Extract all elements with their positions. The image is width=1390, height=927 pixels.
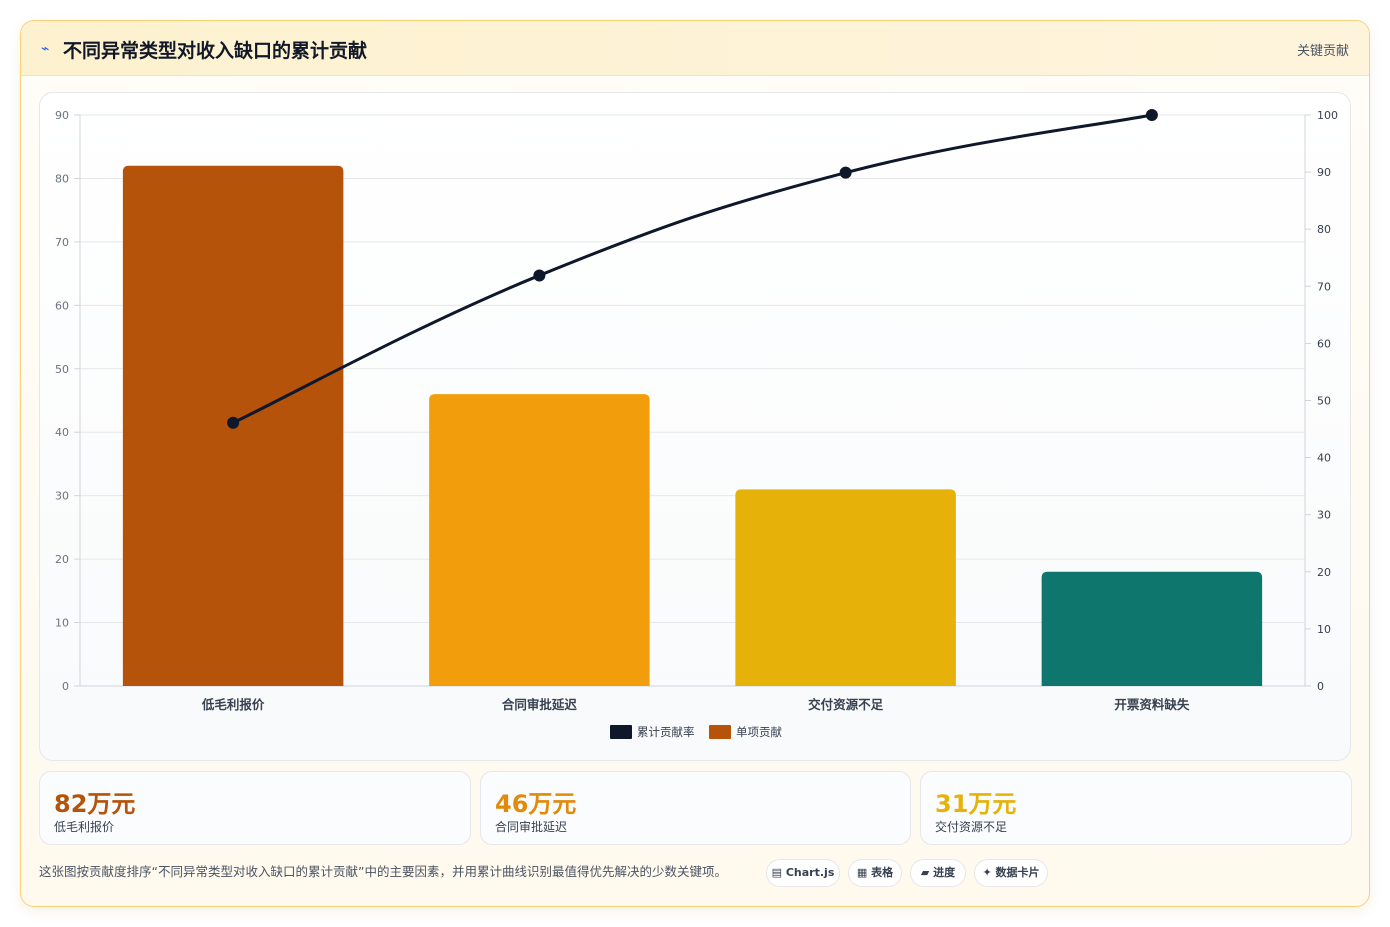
legend-swatch: [709, 725, 731, 739]
y-left-tick-label: 60: [55, 299, 69, 312]
kpi-card-3: 31万元 交付资源不足: [920, 771, 1352, 845]
y-right-tick-label: 100: [1317, 109, 1338, 122]
cumulative-point: [1145, 109, 1158, 121]
y-left-tick-label: 20: [55, 553, 69, 566]
card-header: ⌁ 不同异常类型对收入缺口的累计贡献 关键贡献: [21, 21, 1369, 76]
legend-label: 单项贡献: [736, 725, 782, 739]
sparkle-icon: ✦: [982, 866, 992, 879]
chip-chartjs[interactable]: ▤ Chart.js: [766, 859, 840, 887]
kpi-value: 46万元: [495, 790, 577, 818]
kpi-card-1: 82万元 低毛利报价: [39, 771, 471, 845]
chip-progress[interactable]: ▰ 进度: [910, 859, 966, 887]
chip-table[interactable]: ▦ 表格: [848, 859, 902, 887]
y-right-tick-label: 20: [1317, 566, 1331, 579]
y-left-tick-label: 70: [55, 236, 69, 249]
y-right-tick-label: 80: [1317, 223, 1331, 236]
chip-label: 表格: [871, 866, 894, 879]
y-right-tick-label: 90: [1317, 166, 1331, 179]
chart-icon: ▤: [771, 866, 783, 879]
y-right-tick-label: 10: [1317, 623, 1331, 636]
x-tick-label: 开票资料缺失: [1114, 697, 1190, 712]
y-right-tick-label: 50: [1317, 395, 1331, 408]
chart-card: ⌁ 不同异常类型对收入缺口的累计贡献 关键贡献 0 10 20 30 40 50 60 70 8…: [20, 20, 1370, 907]
kpi-label: 交付资源不足: [935, 820, 1008, 834]
footer-note: 这张图按贡献度排序“不同异常类型对收入缺口的累计贡献”中的主要因素，并用累计曲线…: [39, 864, 727, 879]
progress-icon: ▰: [920, 866, 930, 879]
y-left-tick-label: 90: [55, 109, 69, 122]
table-icon: ▦: [856, 866, 868, 879]
cumulative-line: [232, 113, 1153, 425]
y-left-tick-label: 10: [55, 617, 69, 630]
legend-label: 累计贡献率: [637, 725, 695, 739]
pareto-chart: 0 10 20 30 40 50 60 70 80 90 0 10 20 30 40 50 60 70 80 90 10…: [55, 109, 1338, 739]
y-right-tick-label: 40: [1317, 452, 1331, 465]
y-left-tick-label: 80: [55, 172, 69, 185]
kpi-card-2: 46万元 合同审批延迟: [480, 771, 911, 845]
key-contribution-tag: 关键贡献: [1296, 44, 1349, 59]
cumulative-point: [839, 166, 852, 179]
legend-swatch: [610, 725, 632, 739]
y-right-tick-label: 30: [1317, 509, 1331, 522]
y-right-tick-label: 0: [1317, 680, 1324, 693]
chart-panel: 0 10 20 30 40 50 60 70 80 90 0 10 20 30 40 50 60 70 80 90 10…: [39, 92, 1351, 761]
y-left-tick-label: 30: [55, 490, 69, 503]
y-left-tick-label: 0: [62, 680, 69, 693]
bar: [735, 489, 956, 686]
chart-title: 不同异常类型对收入缺口的累计贡献: [63, 40, 368, 62]
chip-label: 进度: [933, 866, 956, 879]
chip-label: 数据卡片: [995, 866, 1040, 879]
kpi-label: 合同审批延迟: [495, 820, 568, 834]
y-right-tick-label: 60: [1317, 337, 1331, 350]
y-left-tick-label: 40: [55, 426, 69, 439]
bar: [1041, 571, 1263, 686]
y-right-tick-label: 70: [1317, 280, 1331, 293]
lightning-icon: ⌁: [41, 41, 50, 57]
cumulative-point: [227, 416, 240, 429]
x-tick-label: 低毛利报价: [201, 697, 265, 712]
bar: [429, 394, 650, 686]
x-tick-label: 合同审批延迟: [502, 697, 578, 712]
kpi-value: 31万元: [935, 790, 1017, 818]
chip-label: Chart.js: [785, 866, 835, 879]
y-left-tick-label: 50: [55, 363, 69, 376]
kpi-value: 82万元: [54, 790, 136, 818]
cumulative-point: [533, 269, 546, 282]
x-tick-label: 交付资源不足: [808, 697, 884, 712]
chip-data-card[interactable]: ✦ 数据卡片: [974, 859, 1048, 887]
kpi-label: 低毛利报价: [54, 820, 115, 834]
